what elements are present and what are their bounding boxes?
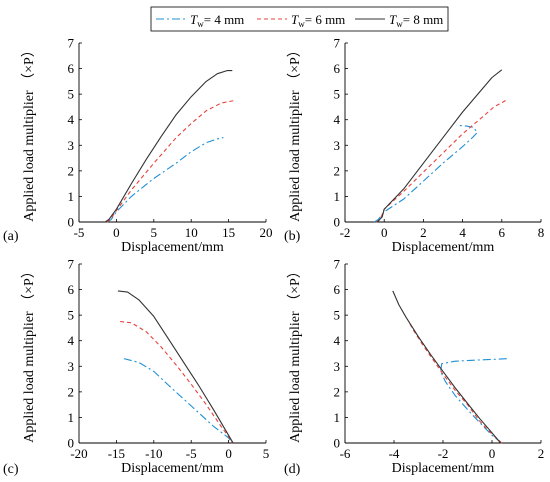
x-tick-label: 4	[459, 225, 466, 240]
y-tick-label: 3	[68, 359, 75, 374]
x-tick-label: 6	[499, 225, 506, 240]
y-tick-label: 0	[334, 436, 341, 451]
x-axis-label: Displacement/mm	[121, 461, 224, 476]
y-tick-label: 4	[68, 112, 75, 127]
series-line-tw-4mm	[123, 358, 233, 444]
x-tick-label: 5	[151, 225, 158, 240]
x-tick-label: -5	[186, 446, 197, 461]
y-tick-label: 2	[68, 384, 75, 399]
y-tick-label: 6	[68, 61, 75, 76]
y-tick-label: 5	[68, 308, 75, 323]
y-tick-label: 1	[334, 410, 341, 425]
y-tick-label: 2	[334, 384, 341, 399]
y-tick-label: 6	[334, 282, 341, 297]
y-tick-label: 0	[68, 215, 75, 230]
y-tick-label: 5	[68, 87, 75, 102]
y-axis-label: Applied load multiplier （×P）	[21, 264, 37, 443]
legend-label-3: Tw= 8 mm	[389, 12, 443, 29]
x-tick-label: -2	[438, 446, 449, 461]
y-tick-label: 4	[68, 333, 75, 348]
legend: Tw= 4 mm Tw= 6 mm Tw= 8 mm	[150, 6, 449, 32]
y-axis-label: Applied load multiplier （×P）	[287, 43, 303, 222]
y-axis-label: Applied load multiplier （×P）	[21, 43, 37, 222]
series-line-tw-6mm	[376, 100, 506, 223]
x-tick-label: -10	[145, 446, 162, 461]
y-tick-label: 0	[68, 436, 75, 451]
y-tick-label: 1	[68, 410, 75, 425]
x-axis-label: Displacement/mm	[392, 461, 495, 476]
x-tick-label: 0	[113, 225, 120, 240]
x-tick-label: 15	[222, 225, 235, 240]
y-tick-label: 1	[334, 189, 341, 204]
y-tick-label: 6	[68, 282, 75, 297]
series-line-tw-8mm	[104, 70, 233, 223]
series-line-tw-8mm	[117, 290, 234, 444]
y-tick-label: 0	[334, 215, 341, 230]
x-tick-label: 10	[185, 225, 198, 240]
panel-d: 0 1 2 3 4 5 6 7 -6 -4 -2 0 2 Displacement/mm Applied l…	[284, 257, 544, 478]
series-line-tw-6mm	[106, 99, 235, 223]
legend-label-1: Tw= 4 mm	[190, 12, 244, 29]
y-tick-label: 5	[334, 87, 341, 102]
x-tick-label: 8	[538, 225, 545, 240]
y-tick-label: 4	[334, 112, 341, 127]
x-tick-label: -5	[74, 225, 85, 240]
y-tick-label: 6	[334, 61, 341, 76]
legend-label-2: Tw= 6 mm	[291, 12, 345, 29]
y-axis-label: Applied load multiplier （×P）	[287, 264, 303, 443]
x-tick-label: 20	[260, 225, 273, 240]
x-tick-label: -15	[108, 446, 125, 461]
y-tick-label: 3	[334, 359, 341, 374]
series-line-tw-4mm	[107, 137, 224, 223]
x-tick-label: -6	[340, 446, 351, 461]
y-tick-label: 3	[68, 138, 75, 153]
x-tick-label: -20	[70, 446, 87, 461]
x-axis-label: Displacement/mm	[121, 240, 224, 255]
y-tick-label: 3	[334, 138, 341, 153]
series-line-tw-8mm	[376, 69, 503, 223]
x-tick-label: 0	[381, 225, 388, 240]
x-tick-label: -2	[340, 225, 351, 240]
x-tick-label: 5	[263, 446, 270, 461]
x-tick-label: 2	[538, 446, 545, 461]
y-tick-label: 5	[334, 308, 341, 323]
x-axis-label: Displacement/mm	[392, 240, 495, 255]
x-tick-label: 2	[420, 225, 427, 240]
y-tick-label: 4	[334, 333, 341, 348]
x-tick-label: 0	[489, 446, 496, 461]
panel-label: (a)	[3, 229, 19, 244]
series-line-tw-6mm	[120, 320, 233, 444]
x-tick-label: 0	[225, 446, 232, 461]
y-tick-label: 2	[334, 163, 341, 178]
panel-label: (d)	[284, 462, 301, 477]
panel-c: 0 1 2 3 4 5 6 7 -20 -15 -10 -5 0 5 Displacement/mm Appl…	[3, 257, 269, 478]
series-line-tw-8mm	[392, 290, 502, 444]
y-tick-label: 1	[68, 189, 75, 204]
panel-label: (b)	[284, 229, 301, 244]
y-tick-label: 7	[68, 36, 75, 51]
panel-label: (c)	[3, 462, 19, 477]
x-tick-label: -4	[389, 446, 400, 461]
y-tick-label: 7	[68, 257, 75, 272]
series-line-tw-4mm	[374, 124, 478, 223]
series-line-tw-6mm	[408, 321, 503, 444]
y-tick-label: 7	[334, 36, 341, 51]
y-tick-label: 2	[68, 163, 75, 178]
series-line-tw-4mm	[440, 358, 510, 444]
y-tick-label: 7	[334, 257, 341, 272]
legend-box	[150, 6, 449, 32]
